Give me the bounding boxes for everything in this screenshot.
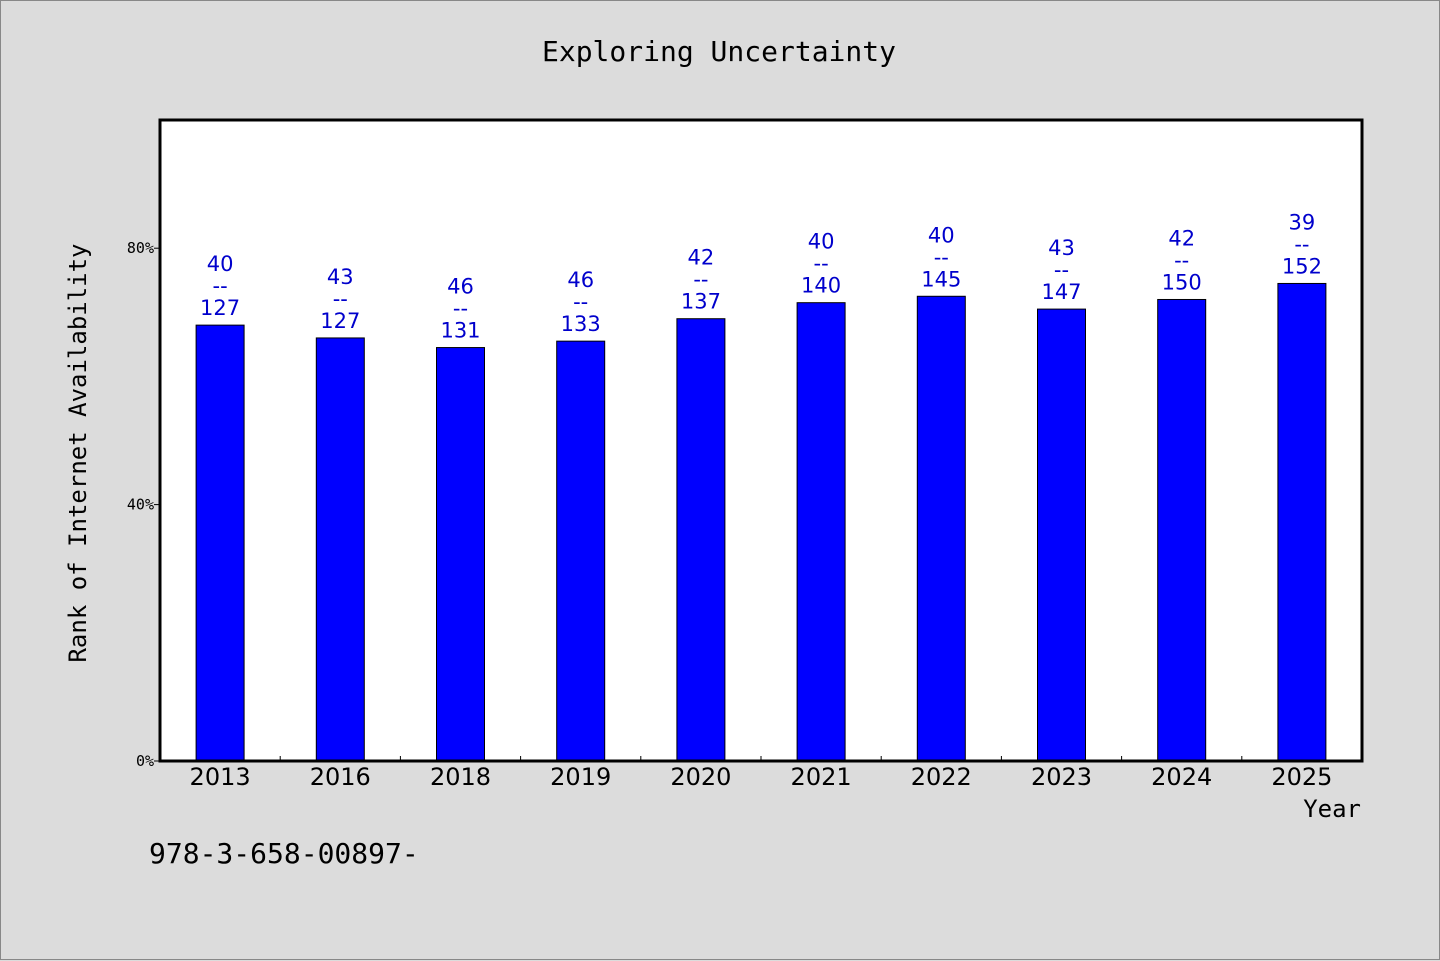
- y-axis-label: Rank of Internet Availability: [64, 243, 92, 662]
- data-label-2018-1: 46: [447, 275, 474, 299]
- x-tick-label-2021: 2021: [791, 763, 852, 791]
- data-label-2019-1: 46: [567, 268, 594, 292]
- data-label-2024-3: 150: [1162, 270, 1202, 294]
- x-tick-label-2020: 2020: [670, 763, 731, 791]
- x-tick-label-2024: 2024: [1151, 763, 1212, 791]
- data-label-2023-3: 147: [1041, 280, 1081, 304]
- bar-2022: [916, 295, 966, 762]
- data-label-2019-3: 133: [561, 312, 601, 336]
- data-label-2021-1: 40: [808, 230, 835, 254]
- x-tick-label-2023: 2023: [1031, 763, 1092, 791]
- data-label-2021-3: 140: [801, 274, 841, 298]
- data-label-2024-2: --: [1174, 248, 1189, 272]
- bar-2024: [1157, 298, 1207, 762]
- y-tick-label-80: 80%: [127, 239, 154, 257]
- bar-2019: [556, 340, 606, 762]
- bar-2013: [195, 324, 245, 762]
- data-label-2013-2: --: [213, 274, 228, 298]
- bar-2023: [1037, 308, 1086, 762]
- data-label-2021-2: --: [814, 252, 829, 276]
- data-label-2022-1: 40: [928, 223, 955, 247]
- data-label-2023-2: --: [1054, 258, 1069, 282]
- data-label-2024-1: 42: [1168, 226, 1195, 250]
- data-label-2025-2: --: [1294, 232, 1309, 256]
- data-label-2013-1: 40: [207, 252, 234, 276]
- data-label-2013-3: 127: [200, 296, 240, 320]
- data-label-2019-2: --: [573, 290, 588, 314]
- data-label-2022-3: 145: [921, 267, 961, 291]
- bar-2016: [315, 337, 365, 762]
- y-tick-label-0: 0%: [136, 752, 154, 770]
- data-label-2025-1: 39: [1289, 210, 1316, 234]
- x-tick-label-2022: 2022: [911, 763, 972, 791]
- data-label-2016-1: 43: [327, 265, 354, 289]
- data-label-2020-1: 42: [688, 246, 715, 270]
- data-label-2020-2: --: [693, 268, 708, 292]
- y-tick-label-40: 40%: [127, 496, 154, 514]
- bar-2018: [436, 347, 485, 762]
- x-tick-label-2018: 2018: [430, 763, 491, 791]
- data-label-2018-2: --: [453, 297, 468, 321]
- x-tick-label-2013: 2013: [190, 763, 251, 791]
- footnote-text: 978-3-658-00897-: [149, 837, 419, 870]
- x-tick-label-2016: 2016: [310, 763, 371, 791]
- x-axis-label: Year: [1303, 795, 1361, 823]
- data-label-2022-2: --: [934, 245, 949, 269]
- chart-title: Exploring Uncertainty: [542, 35, 896, 68]
- data-label-2016-2: --: [333, 287, 348, 311]
- data-label-2020-3: 137: [681, 290, 721, 314]
- data-label-2023-1: 43: [1048, 236, 1075, 260]
- bar-2025: [1277, 282, 1327, 762]
- data-label-2018-3: 131: [440, 319, 480, 343]
- data-label-2016-3: 127: [320, 309, 360, 333]
- bar-2021: [796, 302, 846, 762]
- x-tick-label-2019: 2019: [550, 763, 611, 791]
- data-label-2025-3: 152: [1282, 254, 1322, 278]
- x-tick-label-2025: 2025: [1271, 763, 1332, 791]
- plot-border: [158, 118, 1364, 763]
- bar-2020: [676, 318, 726, 762]
